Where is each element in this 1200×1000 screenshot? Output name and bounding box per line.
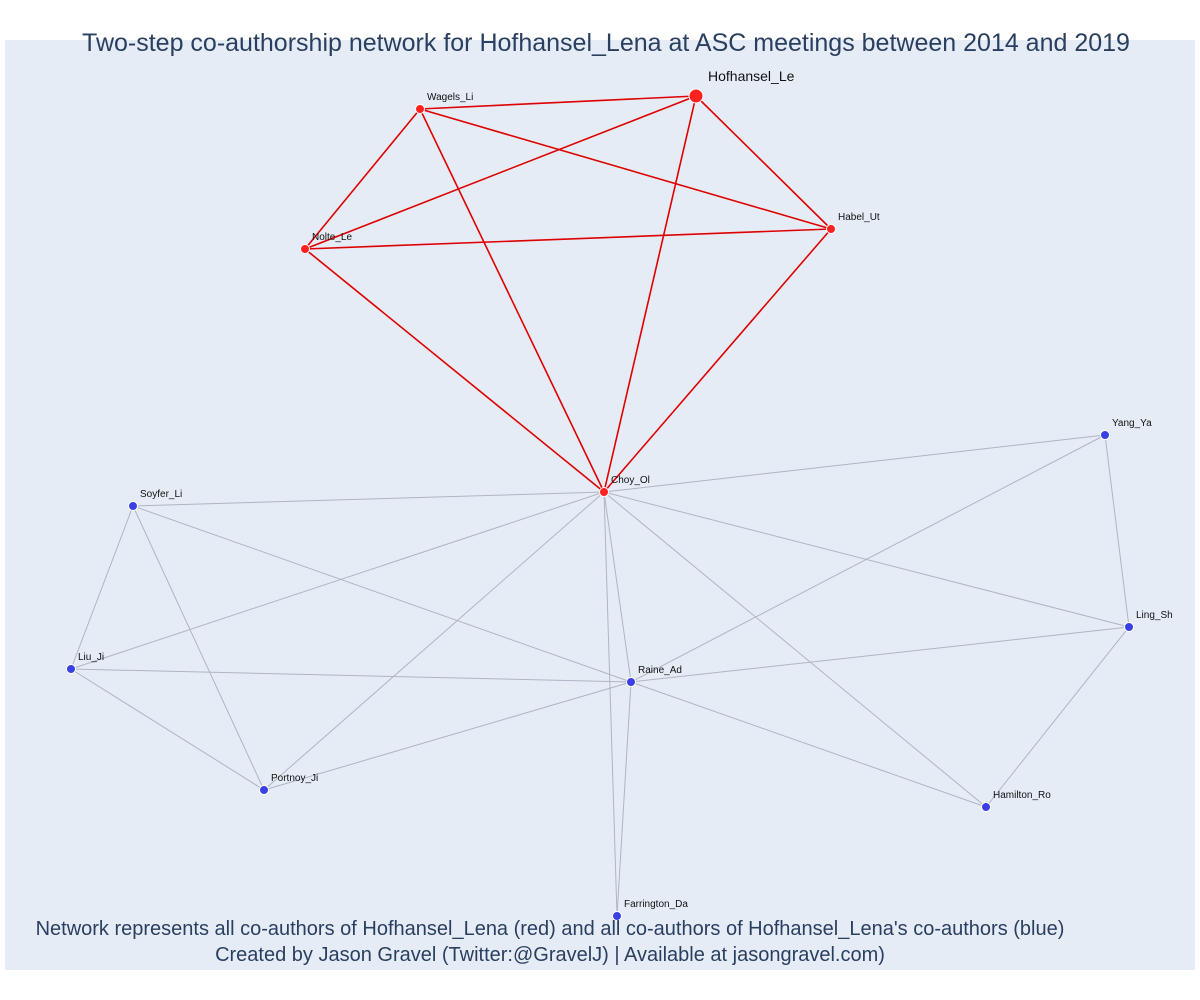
node-label-nolte-le: Nolte_Le xyxy=(312,232,352,243)
edge-hofhansel-le-choy-ol xyxy=(603,95,697,493)
node-portnoy-ji[interactable] xyxy=(259,785,269,795)
node-habel-ut[interactable] xyxy=(826,224,836,234)
node-wagels-li[interactable] xyxy=(415,104,425,114)
node-label-farrington-da: Farrington_Da xyxy=(624,899,688,910)
edge-wagels-li-choy-ol xyxy=(419,108,605,493)
nodes: Hofhansel_Le Wagels_Li Habel_Ut Nolte_Le Cho… xyxy=(66,68,1173,921)
edge-choy-ol-farrington-da xyxy=(603,491,618,917)
node-label-soyfer-li: Soyfer_Li xyxy=(140,489,182,500)
edge-soyfer-li-portnoy-ji xyxy=(132,505,265,791)
edge-soyfer-li-raine-ad xyxy=(132,505,632,683)
edge-nolte-le-choy-ol xyxy=(304,248,605,493)
figure-title: Two-step co-authorship network for Hofha… xyxy=(82,29,1130,57)
node-nolte-le[interactable] xyxy=(300,244,310,254)
node-soyfer-li[interactable] xyxy=(128,501,138,511)
node-yang-ya[interactable] xyxy=(1100,430,1110,440)
edge-raine-ad-ling-sh xyxy=(630,626,1130,683)
edge-habel-ut-choy-ol xyxy=(603,228,832,493)
node-label-hamilton-ro: Hamilton_Ro xyxy=(993,790,1051,801)
node-label-hofhansel-le: Hofhansel_Le xyxy=(708,68,795,84)
edge-soyfer-li-liu-ji xyxy=(70,505,134,670)
footer-caption-line-1: Network represents all co-authors of Hof… xyxy=(35,918,1065,940)
edges xyxy=(70,95,1130,917)
edge-liu-ji-raine-ad xyxy=(70,668,632,683)
node-ling-sh[interactable] xyxy=(1124,622,1134,632)
plot-area xyxy=(5,40,1195,970)
edge-liu-ji-portnoy-ji xyxy=(70,668,265,791)
node-label-wagels-li: Wagels_Li xyxy=(427,92,473,103)
node-farrington-da[interactable] xyxy=(612,911,622,921)
node-label-raine-ad: Raine_Ad xyxy=(638,665,682,676)
node-label-ling-sh: Ling_Sh xyxy=(1136,610,1173,621)
node-label-habel-ut: Habel_Ut xyxy=(838,212,880,223)
node-raine-ad[interactable] xyxy=(626,677,636,687)
edge-hofhansel-le-nolte-le xyxy=(304,95,697,250)
node-choy-ol[interactable] xyxy=(599,487,609,497)
edge-ling-sh-hamilton-ro xyxy=(985,626,1130,808)
edge-choy-ol-portnoy-ji xyxy=(263,491,605,791)
footer-caption-line-2: Created by Jason Gravel (Twitter:@Gravel… xyxy=(215,944,885,966)
edge-raine-ad-farrington-da xyxy=(616,681,632,917)
edge-wagels-li-nolte-le xyxy=(304,108,421,250)
edge-choy-ol-soyfer-li xyxy=(132,491,605,507)
node-hofhansel-le[interactable] xyxy=(688,88,704,104)
edge-yang-ya-raine-ad xyxy=(630,434,1106,683)
edge-raine-ad-hamilton-ro xyxy=(630,681,987,808)
node-hamilton-ro[interactable] xyxy=(981,802,991,812)
edge-choy-ol-liu-ji xyxy=(70,491,605,670)
node-label-liu-ji: Liu_Ji xyxy=(78,652,104,663)
node-liu-ji[interactable] xyxy=(66,664,76,674)
edge-choy-ol-raine-ad xyxy=(603,491,632,683)
edge-wagels-li-habel-ut xyxy=(419,108,832,230)
node-label-portnoy-ji: Portnoy_Ji xyxy=(271,773,318,784)
edge-yang-ya-ling-sh xyxy=(1104,434,1130,628)
node-label-yang-ya: Yang_Ya xyxy=(1112,418,1152,429)
edge-portnoy-ji-raine-ad xyxy=(263,681,632,791)
edge-hofhansel-le-habel-ut xyxy=(695,95,832,230)
node-label-choy-ol: Choy_Ol xyxy=(611,475,650,486)
edge-choy-ol-hamilton-ro xyxy=(603,491,987,808)
edge-nolte-le-habel-ut xyxy=(304,228,832,250)
edge-hofhansel-le-wagels-li xyxy=(419,95,697,110)
edge-choy-ol-yang-ya xyxy=(603,434,1106,493)
